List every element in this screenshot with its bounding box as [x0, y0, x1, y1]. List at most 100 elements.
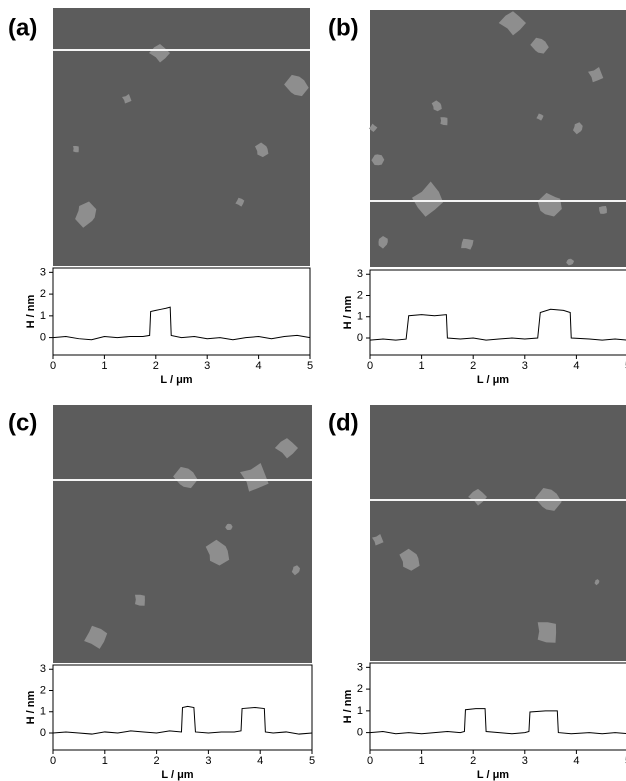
plot-frame: [369, 269, 626, 356]
flake: [440, 117, 448, 126]
flake: [84, 625, 108, 649]
x-tick-label: 2: [470, 755, 476, 767]
y-tick-label: 0: [357, 332, 363, 344]
y-tick-label: 2: [357, 289, 363, 301]
x-axis-label: L / μm: [477, 769, 509, 781]
x-tick-label: 3: [522, 360, 528, 372]
y-tick-label: 0: [40, 727, 46, 739]
flake: [573, 122, 583, 135]
x-tick-label: 5: [625, 360, 626, 372]
flake: [588, 67, 604, 83]
flake: [371, 154, 385, 166]
plot-frame: [52, 267, 311, 356]
y-axis-label: H / nm: [25, 294, 37, 328]
y-tick-label: 3: [40, 266, 46, 278]
y-tick-label: 0: [40, 332, 46, 344]
flake: [431, 100, 442, 112]
flake: [468, 488, 487, 506]
x-tick-label: 0: [50, 755, 56, 767]
afm-image: [53, 8, 310, 266]
flake: [537, 622, 557, 643]
profile-line: [52, 306, 311, 341]
profile-line: [369, 308, 626, 341]
flake: [235, 197, 245, 207]
y-tick-label: 3: [357, 268, 363, 280]
x-tick-label: 2: [470, 360, 476, 372]
x-tick-label: 3: [204, 360, 210, 372]
panel-label: (c): [8, 409, 37, 436]
flake: [536, 113, 544, 121]
flake: [372, 534, 384, 546]
panel-label: (b): [328, 14, 359, 41]
x-tick-label: 2: [154, 755, 160, 767]
flake: [240, 463, 269, 492]
y-axis-label: H / nm: [342, 689, 354, 723]
x-tick-label: 1: [102, 755, 108, 767]
y-tick-label: 1: [40, 310, 46, 322]
y-tick-label: 2: [40, 684, 46, 696]
x-tick-label: 5: [309, 755, 315, 767]
y-axis-label: H / nm: [342, 295, 354, 329]
flake: [225, 523, 233, 530]
x-tick-label: 1: [419, 360, 425, 372]
x-tick-label: 3: [522, 755, 528, 767]
flake: [399, 548, 420, 571]
flake: [274, 438, 298, 459]
y-tick-label: 0: [357, 727, 363, 739]
flake: [599, 206, 607, 214]
profile-line: [52, 705, 313, 735]
flake: [149, 44, 170, 63]
x-tick-label: 5: [307, 360, 313, 372]
x-tick-label: 1: [419, 755, 425, 767]
x-tick-label: 1: [101, 360, 107, 372]
x-tick-label: 4: [256, 360, 262, 372]
flake: [255, 142, 269, 158]
plot-frame: [52, 664, 313, 751]
x-tick-label: 4: [573, 755, 579, 767]
y-tick-label: 3: [40, 663, 46, 675]
flake: [173, 466, 198, 489]
flake: [135, 594, 145, 606]
x-tick-label: 0: [50, 360, 56, 372]
flake: [75, 201, 97, 228]
y-tick-label: 1: [40, 706, 46, 718]
y-tick-label: 2: [40, 288, 46, 300]
panel-label: (a): [8, 14, 37, 41]
flake: [205, 539, 230, 566]
flake: [122, 94, 132, 104]
panel-label: (d): [328, 409, 359, 436]
flake: [369, 123, 378, 132]
x-axis-label: L / μm: [477, 374, 509, 386]
y-axis-label: H / nm: [25, 690, 37, 724]
flake: [412, 181, 444, 217]
flake: [378, 236, 388, 249]
x-tick-label: 4: [573, 360, 579, 372]
flake: [566, 258, 575, 266]
plot-frame: [369, 662, 626, 751]
x-axis-label: L / μm: [160, 374, 192, 386]
flake: [461, 238, 474, 250]
flake: [291, 565, 300, 576]
profile-line: [369, 708, 626, 735]
x-tick-label: 0: [367, 360, 373, 372]
y-tick-label: 3: [357, 661, 363, 673]
flake: [284, 74, 309, 97]
y-tick-label: 1: [357, 705, 363, 717]
afm-image: [53, 405, 312, 663]
flake: [537, 192, 562, 217]
flake: [594, 579, 600, 586]
x-tick-label: 3: [205, 755, 211, 767]
x-tick-label: 2: [153, 360, 159, 372]
flake: [530, 37, 549, 54]
x-tick-label: 0: [367, 755, 373, 767]
flake: [73, 146, 79, 153]
y-tick-label: 1: [357, 311, 363, 323]
x-tick-label: 5: [625, 755, 626, 767]
x-axis-label: L / μm: [161, 769, 193, 781]
afm-image: [370, 405, 626, 661]
afm-image: [370, 10, 626, 267]
y-tick-label: 2: [357, 683, 363, 695]
x-tick-label: 4: [257, 755, 263, 767]
